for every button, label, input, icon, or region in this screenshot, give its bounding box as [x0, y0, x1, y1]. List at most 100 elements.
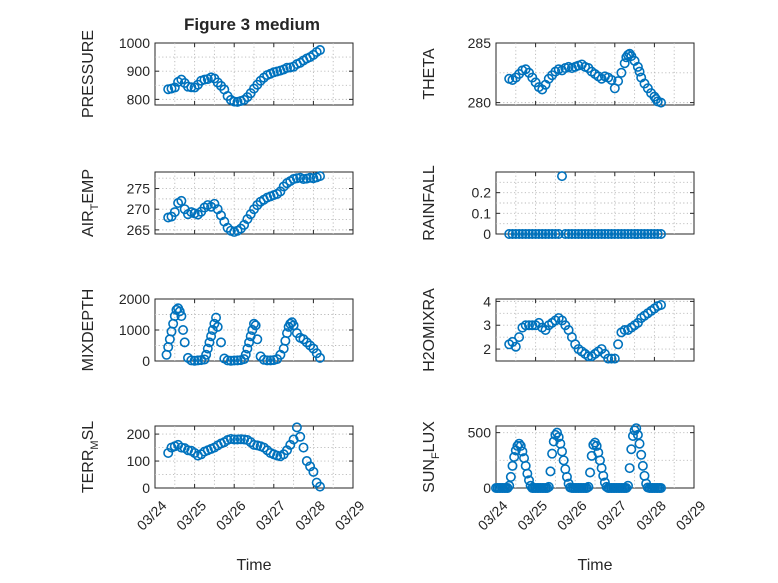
data-point: [305, 172, 316, 183]
data-point: [613, 76, 624, 87]
y-axis-label: SUNFLUX: [421, 421, 442, 493]
data-point: [298, 442, 309, 453]
data-point: [609, 229, 620, 240]
data-point: [599, 229, 610, 240]
data-point: [204, 337, 215, 348]
data-point: [583, 351, 594, 362]
data-point: [517, 446, 528, 457]
data-point: [581, 482, 592, 493]
data-point: [646, 229, 657, 240]
data-point: [199, 354, 210, 365]
data-point: [244, 337, 255, 348]
y-tick-label: 2000: [119, 291, 150, 307]
data-point: [613, 229, 624, 240]
data-point: [527, 320, 538, 331]
y-axis-label: MIXDEPTH: [80, 289, 97, 372]
y-axis-label: PRESSURE: [80, 30, 97, 118]
data-point: [603, 353, 614, 364]
y-tick-label: 275: [127, 181, 151, 197]
data-point: [229, 96, 240, 107]
data-point: [589, 229, 600, 240]
data-point: [583, 229, 594, 240]
data-point: [229, 434, 240, 445]
y-tick-label: 285: [468, 35, 492, 51]
figure-title: Figure 3 medium: [184, 15, 320, 34]
data-point: [622, 480, 633, 491]
data-point: [561, 471, 572, 482]
data-point: [216, 337, 227, 348]
data-point: [507, 229, 518, 240]
data-point: [281, 62, 292, 73]
data-point: [252, 334, 263, 345]
subplot-6: 2 3 4 H2OMIXRA: [421, 288, 695, 372]
data-point: [586, 229, 597, 240]
data-point: [606, 353, 617, 364]
data-point: [523, 229, 534, 240]
data-point: [542, 482, 553, 493]
data-point: [624, 48, 635, 59]
data-point: [262, 355, 273, 366]
y-tick-label: 900: [127, 63, 151, 79]
data-point: [533, 229, 544, 240]
data-point: [540, 229, 551, 240]
y-tick-label: 0.1: [472, 205, 492, 221]
subplot-4: 0 0.1 0.2 RAINFALL: [421, 165, 695, 242]
data-point: [207, 324, 218, 335]
data-point: [186, 355, 197, 366]
data-point: [522, 468, 533, 479]
data-point: [504, 229, 515, 240]
data-point: [249, 318, 260, 329]
data-point: [637, 460, 648, 471]
data-point: [176, 311, 187, 322]
data-point: [613, 339, 624, 350]
data-point: [593, 229, 604, 240]
y-axis-label: AIRTEMP: [80, 169, 101, 237]
data-point: [201, 349, 212, 360]
data-point: [176, 195, 187, 206]
y-axis-label: H2OMIXRA: [421, 288, 438, 372]
data-point: [240, 349, 251, 360]
data-point: [583, 481, 594, 492]
data-point: [252, 200, 263, 211]
data-point: [314, 352, 325, 363]
data-point: [520, 320, 531, 331]
data-point: [639, 229, 650, 240]
data-point: [192, 355, 203, 366]
y-tick-label: 4: [483, 293, 491, 309]
data-point: [281, 328, 292, 339]
data-point: [514, 332, 525, 343]
data-point: [603, 229, 614, 240]
y-tick-label: 500: [468, 425, 492, 441]
data-point: [553, 229, 564, 240]
data-point: [634, 66, 645, 77]
data-point: [505, 471, 516, 482]
data-point: [232, 434, 243, 445]
y-axis-label: TERRMSL: [80, 421, 101, 493]
y-tick-label: 2: [483, 341, 491, 357]
data-point: [619, 229, 630, 240]
data-point: [186, 82, 197, 93]
data-point: [616, 229, 627, 240]
data-point: [622, 229, 633, 240]
data-point: [543, 229, 554, 240]
data-point: [308, 466, 319, 477]
data-point: [580, 229, 591, 240]
data-point: [624, 463, 635, 474]
data-point: [295, 431, 306, 442]
data-point: [585, 467, 596, 478]
y-tick-label: 200: [127, 426, 151, 442]
subplot-1: 800 900 1000 PRESSURE: [80, 30, 354, 118]
data-point: [179, 337, 190, 348]
data-point: [537, 229, 548, 240]
data-point: [250, 320, 261, 331]
data-point: [553, 432, 564, 443]
subplot-2: 280 285 THETA: [421, 35, 695, 111]
data-point: [298, 174, 309, 185]
data-point: [550, 229, 561, 240]
data-point: [509, 451, 520, 462]
data-point: [510, 229, 521, 240]
data-point: [314, 171, 325, 182]
data-point: [169, 207, 180, 218]
data-point: [606, 74, 617, 85]
subplot-5: 0 1000 2000 MIXDEPTH: [80, 289, 354, 372]
